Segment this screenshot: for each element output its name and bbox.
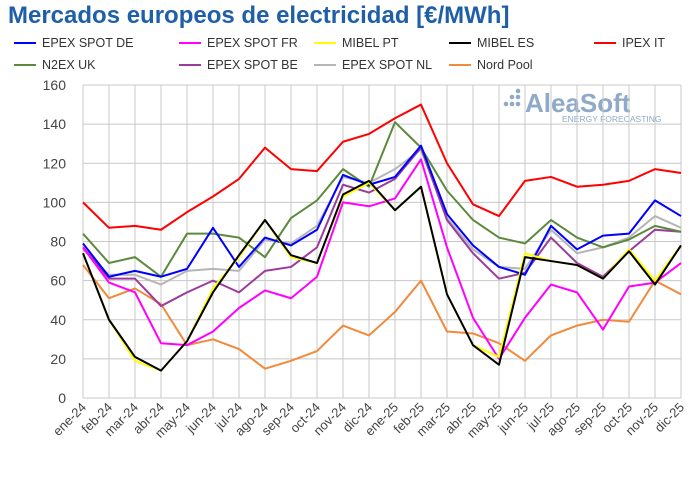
- series-line-epex-spot-nl: [82, 148, 682, 286]
- legend-label: EPEX SPOT DE: [42, 36, 134, 50]
- legend-item: N2EX UK: [14, 58, 96, 72]
- watermark-logo: AleaSoft: [525, 88, 631, 118]
- legend-swatch: [449, 64, 471, 66]
- legend-label: Nord Pool: [477, 58, 533, 72]
- legend-item: Nord Pool: [449, 58, 533, 72]
- legend-label: MIBEL PT: [342, 36, 399, 50]
- legend-swatch: [314, 42, 336, 44]
- watermark-dot: [515, 101, 521, 107]
- y-tick-label: 60: [50, 273, 66, 289]
- legend-swatch: [314, 64, 336, 66]
- x-tick-label: ene-24: [50, 400, 89, 439]
- legend-item: MIBEL PT: [314, 36, 399, 50]
- series-line-mibel-pt: [82, 181, 682, 372]
- x-tick-label: dic-25: [651, 400, 687, 436]
- y-tick-label: 160: [43, 77, 67, 93]
- legend-item: MIBEL ES: [449, 36, 534, 50]
- watermark-dot: [509, 101, 515, 107]
- watermark-dot: [509, 94, 515, 100]
- watermark-dot: [515, 94, 521, 100]
- legend-item: EPEX SPOT FR: [179, 36, 298, 50]
- y-tick-label: 100: [43, 194, 67, 210]
- y-tick-label: 120: [43, 155, 67, 171]
- y-tick-label: 80: [50, 234, 66, 250]
- legend-swatch: [594, 42, 616, 44]
- chart-title: Mercados europeos de electricidad [€/MWh…: [8, 2, 510, 29]
- legend-item: EPEX SPOT BE: [179, 58, 298, 72]
- series-line-ipex-it: [82, 103, 682, 231]
- legend-label: EPEX SPOT NL: [342, 58, 433, 72]
- legend-label: EPEX SPOT BE: [207, 58, 298, 72]
- y-tick-label: 40: [50, 312, 66, 328]
- legend-label: EPEX SPOT FR: [207, 36, 298, 50]
- legend-label: IPEX IT: [622, 36, 666, 50]
- y-tick-label: 20: [50, 351, 66, 367]
- legend-label: MIBEL ES: [477, 36, 535, 50]
- legend-swatch: [179, 64, 201, 66]
- series-line-mibel-es: [82, 179, 682, 372]
- y-tick-label: 140: [43, 116, 67, 132]
- series-line-nord-pool: [82, 264, 682, 370]
- series-line-n2ex-uk: [82, 121, 682, 278]
- legend-swatch: [14, 64, 36, 66]
- legend-swatch: [449, 42, 471, 44]
- series-line-epex-spot-de: [82, 144, 682, 278]
- watermark-tagline: ENERGY FORECASTING: [562, 114, 662, 124]
- legend-label: N2EX UK: [42, 58, 96, 72]
- legend-swatch: [179, 42, 201, 44]
- y-tick-label: 0: [58, 390, 66, 406]
- legend-swatch: [14, 42, 36, 44]
- legend-item: IPEX IT: [594, 36, 665, 50]
- legend-item: EPEX SPOT DE: [14, 36, 133, 50]
- watermark-dot: [503, 101, 509, 107]
- watermark-dot: [515, 88, 521, 94]
- legend-item: EPEX SPOT NL: [314, 58, 432, 72]
- series-line-epex-spot-be: [82, 146, 682, 308]
